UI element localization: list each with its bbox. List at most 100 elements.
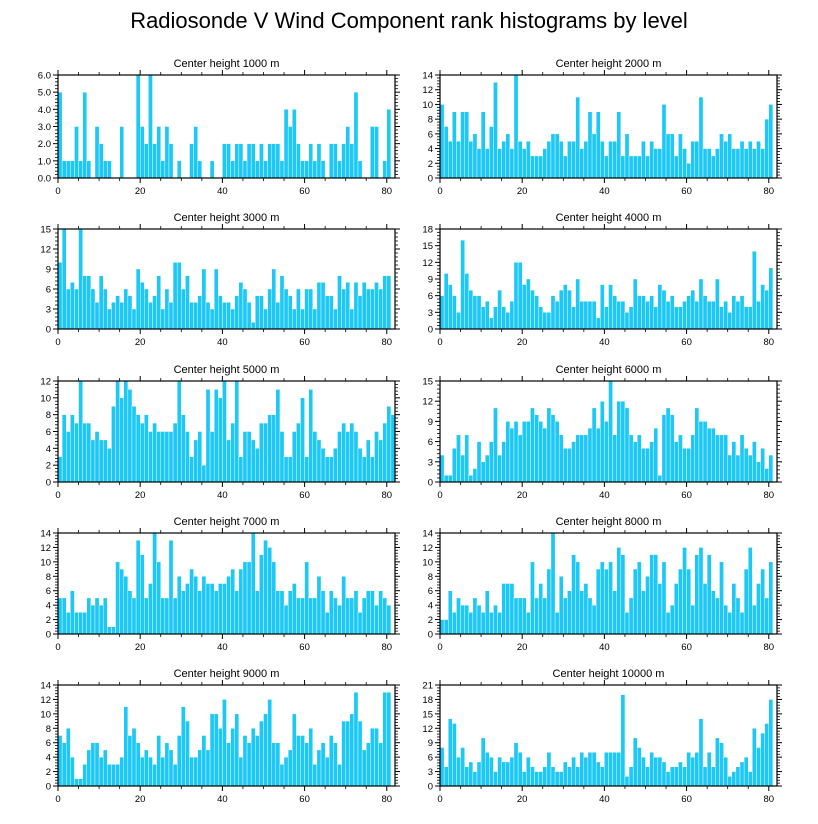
histogram-bar: [164, 126, 170, 179]
y-tick-label: 12: [422, 397, 433, 408]
histogram-bar: [308, 597, 314, 635]
histogram-bar: [489, 756, 494, 787]
histogram-bar: [690, 434, 696, 483]
y-tick-label: 10: [422, 100, 433, 111]
histogram-bar: [604, 568, 609, 635]
histogram-bar: [263, 308, 268, 330]
histogram-bar: [587, 111, 593, 179]
histogram-bar: [558, 771, 564, 787]
histogram-bar: [542, 597, 548, 635]
histogram-bar: [669, 133, 675, 179]
histogram-bar: [312, 764, 318, 787]
histogram-bar: [752, 251, 757, 330]
y-tick-label: 2: [428, 615, 433, 626]
histogram-bar: [246, 302, 252, 330]
x-tick-label: 80: [381, 794, 392, 805]
histogram-bar: [82, 422, 87, 483]
histogram-bar: [111, 626, 116, 635]
x-tick-label: 40: [599, 642, 610, 653]
axes-frame: [57, 684, 396, 787]
histogram-bar: [279, 275, 285, 330]
histogram-bar: [501, 141, 506, 179]
histogram-bar: [575, 561, 580, 635]
histogram-bar: [743, 448, 749, 483]
histogram-bar: [296, 597, 301, 635]
histogram-bar: [460, 454, 465, 483]
histogram-bar: [657, 475, 663, 483]
histogram-bar: [620, 694, 626, 787]
histogram-bar: [456, 756, 461, 787]
panel-title: Center height 5000 m: [174, 364, 280, 376]
histogram-bar: [476, 148, 482, 179]
histogram-bar: [715, 737, 720, 787]
histogram-bar: [127, 735, 133, 787]
histogram-bar: [706, 752, 712, 787]
histogram-bar: [189, 456, 194, 483]
histogram-bar: [292, 431, 297, 483]
histogram-bar: [230, 568, 235, 635]
y-tick-label: 6: [428, 753, 433, 764]
y-tick-label: 0.0: [38, 174, 51, 185]
histogram-bar: [135, 742, 141, 787]
axes-frame: [439, 684, 778, 787]
histogram-bar: [263, 540, 268, 635]
histogram-bar: [546, 568, 552, 635]
histogram-bar: [624, 312, 630, 330]
histogram-bar: [715, 434, 720, 483]
histogram-bar: [616, 111, 622, 179]
histogram-bar: [472, 295, 478, 330]
histogram-bar: [538, 583, 543, 635]
histogram-bar: [98, 604, 104, 635]
histogram-bar: [476, 604, 482, 635]
y-tick-label: 10: [40, 709, 51, 720]
histogram-bar: [591, 133, 597, 179]
histogram-bar: [94, 597, 100, 635]
histogram-bar: [456, 312, 461, 330]
histogram-bar: [287, 126, 293, 179]
histogram-bar: [139, 282, 145, 330]
histogram-bar: [706, 301, 712, 330]
histogram-bar: [678, 306, 683, 330]
histogram-bar: [637, 434, 642, 483]
histogram-bar: [144, 143, 149, 179]
histogram-bar: [682, 547, 687, 635]
histogram-bar: [587, 301, 593, 330]
histogram-bar: [538, 306, 543, 330]
histogram-bar: [107, 308, 112, 330]
figure-title: Radiosonde V Wind Component rank histogr…: [130, 8, 688, 33]
histogram-bar: [538, 155, 543, 179]
histogram-bar: [238, 282, 244, 330]
histogram-bar: [702, 148, 708, 179]
histogram-bar: [443, 619, 449, 635]
histogram-bar: [226, 143, 231, 179]
histogram-bar: [653, 148, 659, 179]
panel-title: Center height 9000 m: [174, 668, 280, 680]
histogram-bar: [464, 111, 469, 179]
histogram-bar: [517, 434, 523, 483]
histogram-bar: [209, 308, 215, 330]
histogram-bar: [82, 91, 87, 179]
histogram-bar: [534, 771, 539, 787]
histogram-bar: [723, 301, 728, 330]
histogram-bar: [226, 439, 231, 483]
x-tick-label: 40: [599, 337, 610, 348]
histogram-bar: [632, 737, 638, 787]
histogram-bar: [333, 597, 338, 635]
histogram-bar: [764, 597, 769, 635]
histogram-bar: [748, 771, 753, 787]
histogram-bar: [756, 583, 761, 635]
histogram-bar: [275, 742, 281, 787]
histogram-bar: [197, 590, 203, 635]
histogram-bar: [583, 434, 589, 483]
histogram-bar: [526, 278, 531, 330]
histogram-bar: [690, 141, 696, 179]
histogram-bar: [86, 597, 92, 635]
histogram-bar: [193, 756, 198, 787]
histogram-bar: [218, 728, 223, 787]
histogram-bar: [686, 295, 691, 330]
histogram-bar: [632, 155, 638, 179]
histogram-bar: [612, 295, 617, 330]
histogram-bar: [181, 590, 186, 635]
histogram-bar: [259, 143, 264, 179]
histogram-bar: [694, 407, 700, 483]
